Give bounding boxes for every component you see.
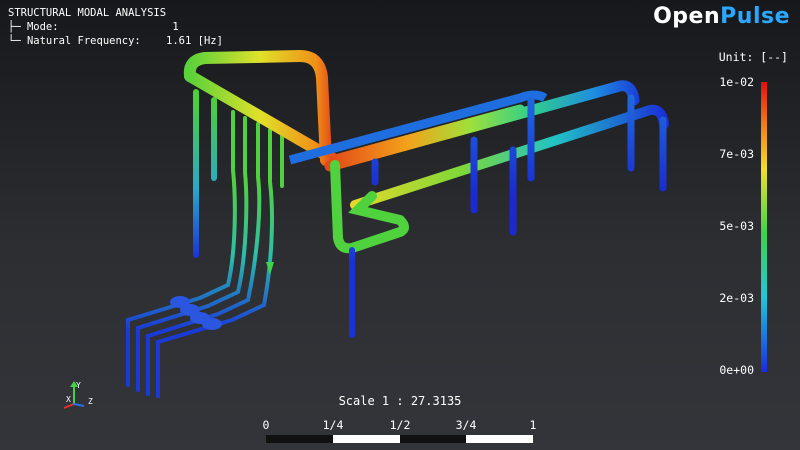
colorbar-unit-label: Unit: [--] (718, 50, 788, 64)
mode-readout: ├─ Mode: 1 (8, 21, 179, 33)
logo-text-open: Open (653, 4, 721, 29)
analysis-info: STRUCTURAL MODAL ANALYSIS ├─ Mode: 1 └─ … (8, 6, 223, 48)
logo-text-pulse: Pulse (720, 4, 790, 29)
scale-label: 1 (529, 418, 537, 432)
scale-label: 1/2 (389, 418, 411, 432)
scale-segment (333, 435, 400, 443)
openpulse-logo: OpenPulse (653, 4, 790, 29)
scale-label: 1/4 (322, 418, 344, 432)
axis-x-label: X (66, 395, 71, 404)
colorbar-tick: 7e-03 (719, 147, 754, 161)
axis-y-label: Y (76, 381, 81, 390)
colorbar (761, 82, 767, 372)
axis-z-label: Z (88, 397, 93, 406)
natural-frequency-readout: └─ Natural Frequency: 1.61 [Hz] (8, 35, 223, 47)
scale-segment (266, 435, 333, 443)
scale-text: Scale 1 : 27.3135 (338, 394, 462, 408)
scale-segment (400, 435, 466, 443)
analysis-title: STRUCTURAL MODAL ANALYSIS (8, 7, 167, 19)
axes-triad-icon: Y X Z (63, 381, 93, 409)
colorbar-tick: 1e-02 (719, 75, 754, 89)
scale-segment (466, 435, 533, 443)
scale-label: 0 (262, 418, 270, 432)
scale-label: 3/4 (455, 418, 477, 432)
colorbar-tick: 2e-03 (719, 291, 754, 305)
colorbar-tick: 5e-03 (719, 219, 754, 233)
colorbar-tick: 0e+00 (719, 363, 754, 377)
